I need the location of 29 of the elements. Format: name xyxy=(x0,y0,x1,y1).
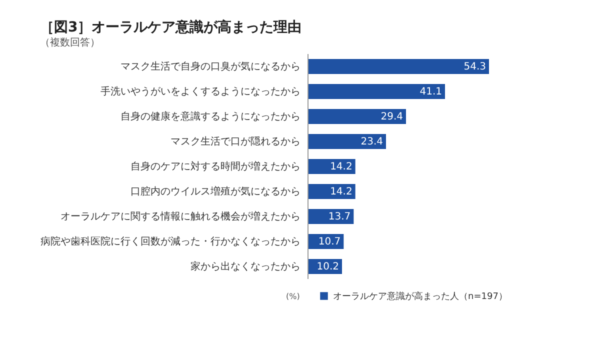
data-label: 23.4 xyxy=(360,136,383,148)
y-tick-label: マスク生活で口が隠れるから xyxy=(170,136,300,148)
data-label: 10.2 xyxy=(316,262,339,272)
bar xyxy=(308,134,386,149)
bar xyxy=(308,84,445,99)
data-label: 29.4 xyxy=(380,112,403,122)
text: （複数回答） xyxy=(40,36,100,48)
data-label: 14.2 xyxy=(330,162,352,172)
data-label: 41.1 xyxy=(420,86,442,98)
bar xyxy=(308,109,406,124)
bar xyxy=(308,209,354,224)
data-label: 54.3 xyxy=(464,62,486,72)
y-tick-label: 病院や歯科医院に行く回数が減った・行かなくなったから xyxy=(40,236,300,248)
bar xyxy=(308,159,356,174)
bar xyxy=(308,59,489,74)
y-tick-label: 口腔内のウイルス増殖が気になるから xyxy=(130,186,300,198)
text: ［図3］オーラルケア意識が高まった理由 xyxy=(40,18,302,36)
data-label: 10.7 xyxy=(318,236,341,248)
data-label: 14.2 xyxy=(330,186,352,198)
legend-label: オーラルケア意識が高まった人（n=197） xyxy=(333,291,508,302)
y-tick-label: 手洗いやうがいをよくするようになったから xyxy=(100,86,300,98)
text: (%) xyxy=(286,292,300,301)
y-tick-label: マスク生活で自身の口臭が気になるから xyxy=(120,60,300,72)
y-tick-label: 自身の健康を意識するようになったから xyxy=(120,110,300,122)
bar xyxy=(308,184,356,199)
y-tick-label: 家から出なくなったから xyxy=(190,260,300,272)
data-label: 13.7 xyxy=(328,212,351,222)
y-tick-label: 自身のケアに対する時間が増えたから xyxy=(130,160,300,172)
y-tick-label: オーラルケアに関する情報に触れる機会が増えたから xyxy=(60,210,300,222)
